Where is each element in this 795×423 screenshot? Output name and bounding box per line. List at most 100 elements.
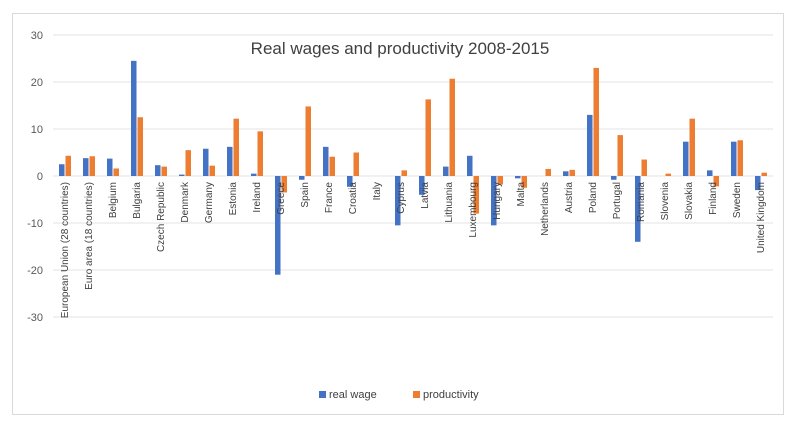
bar-productivity-slovakia [689,118,695,176]
bar-productivity-portugal [617,135,623,176]
bar-real-wage-united-kingdom [755,176,761,191]
x-tick-label: Malta [516,182,527,207]
bar-productivity-romania [641,159,647,176]
x-tick-label: Greece [276,182,287,215]
bar-productivity-estonia [233,118,239,176]
bar-real-wage-european-union-28-countries- [59,164,65,176]
bar-productivity-croatia [353,152,359,176]
bar-productivity-germany [209,165,215,176]
legend-label-real-wage: real wage [329,389,377,401]
bar-productivity-european-union-28-countries- [65,155,71,176]
x-tick-label: Romania [636,182,647,222]
chart-area: Real wages and productivity 2008-2015 30… [12,13,784,415]
x-tick-label: Croatia [348,182,359,215]
chart-title: Real wages and productivity 2008-2015 [251,39,550,58]
x-tick-label: Belgium [108,182,119,218]
y-tick-label: -20 [27,265,43,277]
bar-productivity-cyprus [401,170,407,176]
y-tick-label: 10 [31,124,43,136]
bar-real-wage-luxembourg [467,155,473,176]
legend-swatch-real-wage [319,391,326,398]
legend-label-productivity: productivity [423,389,479,401]
legend: real wage productivity [319,389,479,401]
legend-swatch-productivity [413,391,420,398]
x-tick-label: Italy [372,182,383,200]
y-tick-label: 30 [31,30,43,42]
x-axis-labels: European Union (28 countries) Euro area (… [60,181,767,318]
bar-productivity-hungary [497,176,503,185]
x-tick-label: Ireland [252,182,263,213]
bar-real-wage-hungary [491,176,497,226]
y-tick-label: 20 [31,77,43,89]
x-tick-label: Spain [300,182,311,208]
bar-real-wage-estonia [227,146,233,176]
x-tick-label: Luxembourg [468,182,479,238]
bar-productivity-sweden [737,140,743,176]
x-tick-label: Portugal [612,182,623,219]
x-tick-label: United Kingdom [756,182,767,253]
bar-productivity-france [329,156,335,176]
bar-productivity-czech-republic [161,166,167,176]
y-tick-label: 0 [37,171,43,183]
x-tick-label: France [324,182,335,214]
bar-real-wage-finland [707,170,713,176]
bar-real-wage-greece [275,176,281,275]
bars [59,60,767,275]
x-tick-label: Germany [204,182,215,223]
x-tick-label: Euro area (18 countries) [84,182,95,290]
bar-productivity-greece [281,176,287,193]
bar-real-wage-lithuania [443,166,449,176]
x-tick-label: Czech Republic [156,182,167,252]
bar-productivity-lithuania [449,78,455,176]
bar-real-wage-france [323,146,329,176]
x-tick-label: Lithuania [444,182,455,223]
bar-productivity-denmark [185,150,191,176]
x-tick-label: Cyprus [396,182,407,214]
bar-productivity-euro-area-18-countries- [89,156,95,176]
bar-productivity-spain [305,106,311,176]
x-tick-label: Austria [564,182,575,214]
x-tick-label: Hungary [492,182,503,220]
bar-real-wage-denmark [179,174,185,176]
bar-real-wage-euro-area-18-countries- [83,158,89,176]
bar-real-wage-portugal [611,176,617,180]
bar-productivity-latvia [425,99,431,176]
x-tick-label: Bulgaria [132,182,143,219]
bar-productivity-slovenia [665,173,671,176]
bar-real-wage-sweden [731,141,737,176]
x-tick-label: Slovenia [660,182,671,221]
bar-productivity-united-kingdom [761,172,767,176]
bar-real-wage-romania [635,176,641,242]
x-tick-label: Sweden [732,182,743,218]
bar-real-wage-ireland [251,173,257,176]
gridlines [53,34,773,318]
bar-productivity-poland [593,67,599,176]
bar-real-wage-belgium [107,158,113,176]
bar-real-wage-cyprus [395,176,401,226]
x-tick-label: Finland [708,182,719,215]
bar-real-wage-austria [563,171,569,176]
bar-productivity-austria [569,169,575,176]
bar-real-wage-bulgaria [131,60,137,176]
x-tick-label: Latvia [420,182,431,209]
x-tick-label: Denmark [180,181,191,223]
bar-real-wage-czech-republic [155,165,161,176]
bar-productivity-malta [521,176,527,188]
bar-real-wage-poland [587,114,593,176]
x-tick-label: Netherlands [540,182,551,236]
x-tick-label: Slovakia [684,182,695,220]
bar-productivity-ireland [257,131,263,176]
bar-productivity-luxembourg [473,176,479,214]
bar-productivity-finland [713,176,719,187]
y-tick-label: -10 [27,218,43,230]
y-tick-label: -30 [27,312,43,324]
bar-real-wage-slovakia [683,141,689,176]
bar-productivity-netherlands [545,168,551,176]
x-tick-label: Estonia [228,182,239,216]
x-tick-label: Poland [588,182,599,213]
x-tick-label: European Union (28 countries) [60,182,71,318]
bar-chart: Real wages and productivity 2008-2015 30… [27,30,773,401]
bar-real-wage-spain [299,176,305,180]
bar-productivity-bulgaria [137,117,143,176]
bar-productivity-belgium [113,168,119,176]
